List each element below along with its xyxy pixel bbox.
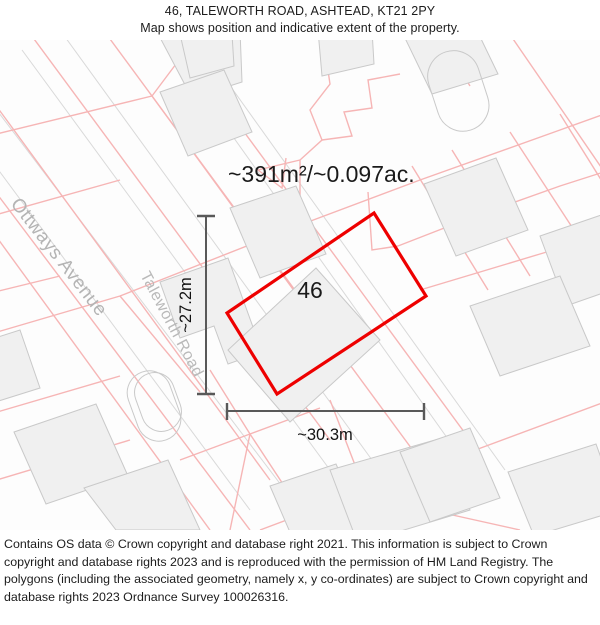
height-label: ~27.2m [177,277,195,333]
height-dimension-ruler: ~27.2m [177,214,215,396]
page-subtitle: Map shows position and indicative extent… [140,21,460,35]
map-header: 46, TALEWORTH ROAD, ASHTEAD, KT21 2PY Ma… [0,0,600,40]
plot-number-label: 46 [297,277,323,303]
building-footprints [0,40,600,530]
page-title: 46, TALEWORTH ROAD, ASHTEAD, KT21 2PY [164,4,436,18]
property-boundary-polygon[interactable] [224,210,429,397]
area-label: ~391m²/~0.097ac. [228,161,415,187]
width-dimension-ruler: ~30.3m [225,403,426,444]
property-map[interactable]: .pl { stroke: #f6b5b5; stroke-width: 1.4… [0,40,600,530]
road-network [0,40,506,511]
map-footer: Contains OS data © Crown copyright and d… [0,530,600,625]
copyright-notice: Contains OS data © Crown copyright and d… [4,537,588,604]
width-label: ~30.3m [297,426,353,444]
map-canvas[interactable]: .pl { stroke: #f6b5b5; stroke-width: 1.4… [0,40,600,530]
